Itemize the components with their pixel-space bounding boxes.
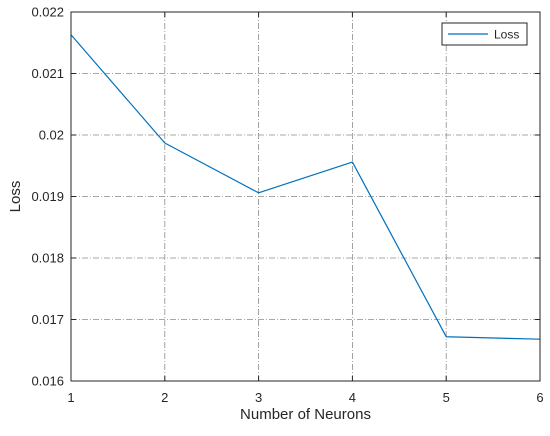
axis-ticks <box>70 11 541 382</box>
series-line-loss <box>70 34 541 340</box>
x-tick-label: 6 <box>536 390 543 405</box>
x-axis-tick-labels: 1 2 3 4 5 6 <box>67 390 543 405</box>
x-tick-label: 5 <box>443 390 450 405</box>
x-tick-label: 3 <box>255 390 262 405</box>
y-tick-label: 0.017 <box>31 312 64 327</box>
y-tick-label: 0.016 <box>31 374 64 389</box>
grid-lines <box>71 12 540 381</box>
x-tick-label: 4 <box>349 390 356 405</box>
legend-label: Loss <box>494 28 519 42</box>
y-tick-label: 0.022 <box>31 5 64 20</box>
x-tick-label: 1 <box>67 390 74 405</box>
x-axis-label: Number of Neurons <box>240 406 371 423</box>
y-tick-label: 0.018 <box>31 251 64 266</box>
legend: Loss <box>441 22 528 46</box>
series-layer <box>70 34 541 340</box>
y-tick-label: 0.02 <box>39 128 64 143</box>
x-tick-label: 2 <box>161 390 168 405</box>
y-axis-label: Loss <box>7 181 24 213</box>
y-tick-label: 0.021 <box>31 66 64 81</box>
y-axis-tick-labels: 0.016 0.017 0.018 0.019 0.02 0.021 0.022 <box>31 5 64 389</box>
y-tick-label: 0.019 <box>31 189 64 204</box>
